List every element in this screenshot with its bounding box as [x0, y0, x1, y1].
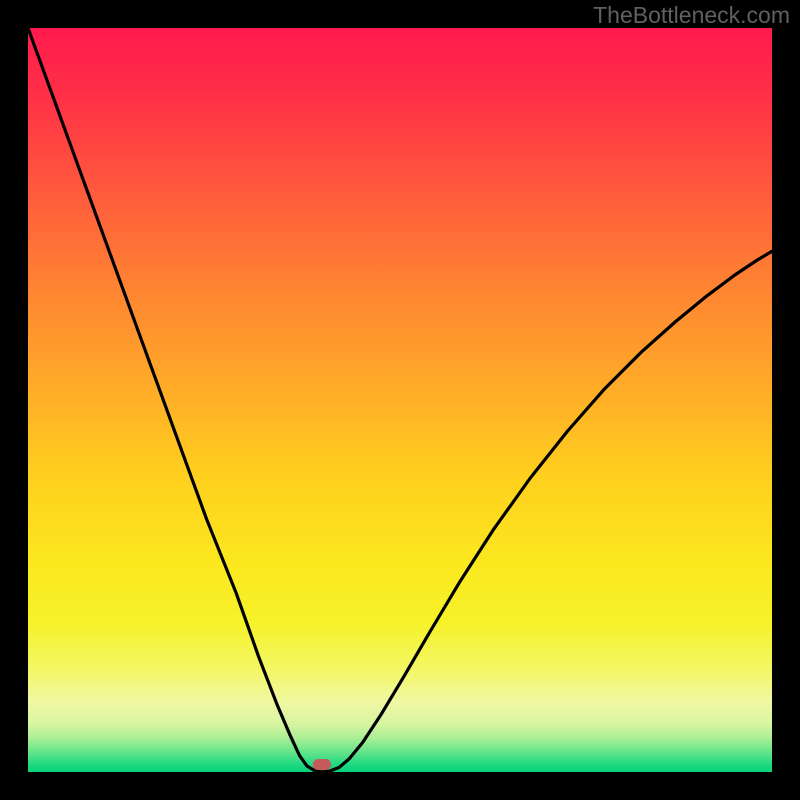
- chart-svg: [28, 28, 772, 772]
- chart-container: TheBottleneck.com: [0, 0, 800, 800]
- plot-area: [28, 28, 772, 772]
- gradient-background: [28, 28, 772, 772]
- watermark-text: TheBottleneck.com: [593, 2, 790, 29]
- minimum-marker: [313, 759, 331, 770]
